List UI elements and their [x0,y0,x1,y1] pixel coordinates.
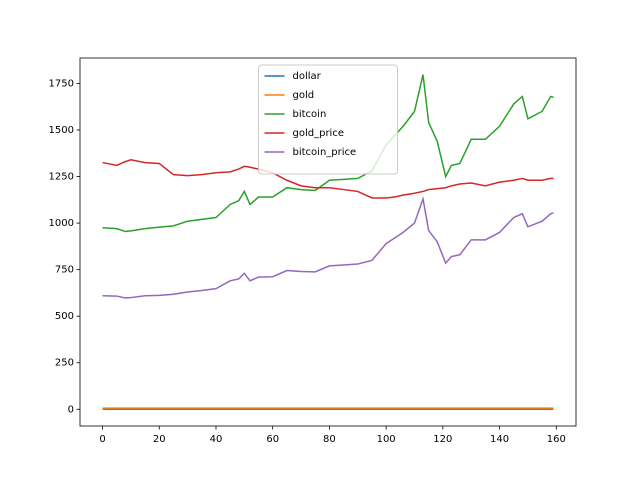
y-tick-label: 1500 [49,125,74,136]
x-tick-label: 120 [433,434,452,445]
legend-label: dollar [293,71,322,82]
x-tick-label: 80 [323,434,336,445]
x-tick-label: 160 [547,434,566,445]
y-tick-label: 1000 [49,218,74,229]
y-tick-label: 750 [55,265,74,276]
legend-label: gold [293,90,315,101]
x-tick-label: 140 [490,434,509,445]
y-tick-label: 0 [68,404,74,415]
series-line [102,195,554,299]
x-tick-label: 100 [377,434,396,445]
x-tick-label: 0 [99,434,105,445]
y-tick-label: 250 [55,358,74,369]
series-line [102,74,554,233]
y-tick-label: 500 [55,311,74,322]
legend-label: gold_price [293,128,344,139]
series-line [102,159,554,199]
x-tick-label: 20 [153,434,166,445]
y-tick-label: 1250 [49,172,74,183]
x-tick-label: 40 [210,434,223,445]
y-tick-label: 1750 [49,78,74,89]
legend-label: bitcoin_price [293,147,357,158]
legend-box [258,64,398,175]
x-tick-label: 60 [266,434,279,445]
legend-label: bitcoin [293,109,327,120]
